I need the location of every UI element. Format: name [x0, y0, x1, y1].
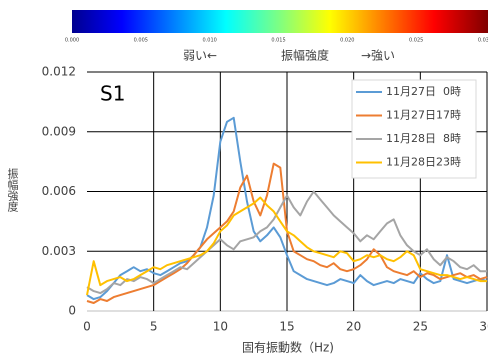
legend-label: 11月27日17時	[386, 109, 461, 122]
x-tick-label: 20	[346, 320, 361, 334]
colorbar-tick-label: 0.030	[478, 38, 488, 44]
colorbar-tick-label: 0.005	[134, 38, 148, 44]
y-tick-label: 0	[68, 304, 76, 318]
legend-label: 11月28日23時	[386, 156, 461, 169]
legend-label: 11月28日 8時	[386, 132, 461, 145]
series-line	[86, 196, 487, 296]
x-tick-label: 0	[83, 320, 91, 334]
x-tick-label: 10	[213, 320, 228, 334]
y-axis-label: 振幅強度	[6, 167, 19, 213]
legend-label: 11月27日 0時	[386, 85, 461, 98]
x-tick-label: 30	[479, 320, 488, 334]
annotation: 弱い←	[183, 49, 217, 63]
x-tick-label: 5	[150, 320, 158, 334]
colorbar-tick-label: 0.025	[409, 38, 423, 44]
x-tick-label: 25	[413, 320, 428, 334]
x-tick-label: 15	[279, 320, 294, 334]
y-tick-label: 0.009	[42, 124, 76, 138]
y-tick-label: 0.012	[42, 65, 76, 79]
colorbar-tick-label: 0.015	[271, 38, 285, 44]
annotation: →強い	[361, 49, 395, 63]
x-axis-label: 固有振動数（Hz)	[242, 340, 334, 355]
series-line	[86, 116, 488, 301]
colorbar-tick-label: 0.010	[203, 38, 217, 44]
annotation: 振幅強度	[281, 48, 329, 63]
colorbar-tick-label: 0.000	[65, 38, 79, 44]
series-line	[86, 190, 487, 295]
panel-label: S1	[100, 82, 125, 106]
colorbar	[72, 10, 488, 33]
colorbar-tick-label: 0.020	[340, 38, 354, 44]
y-tick-label: 0.003	[42, 244, 76, 258]
y-tick-label: 0.006	[42, 184, 76, 198]
